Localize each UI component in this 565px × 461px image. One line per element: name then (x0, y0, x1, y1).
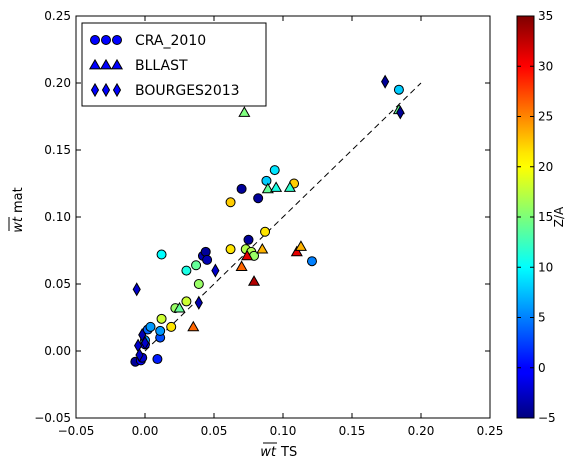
x-tick-label: 0.15 (339, 424, 366, 438)
legend-marker-bllast (88, 58, 102, 70)
y-axis-label-text: mat (11, 187, 26, 213)
data-point-bllast (173, 301, 186, 313)
data-point-cra-2010 (306, 256, 317, 267)
data-point-bourges2013 (396, 105, 405, 120)
data-point-bllast (238, 106, 251, 117)
legend-marker-cra-2010 (101, 35, 111, 45)
data-points-layer (130, 74, 405, 367)
x-tick-label: −0.05 (58, 424, 95, 438)
data-point-bourges2013 (381, 74, 390, 89)
legend-marker-bllast (110, 58, 124, 70)
data-point-cra-2010 (236, 183, 247, 194)
data-point-cra-2010 (152, 354, 163, 365)
colorbar-tick-label: 20 (538, 160, 553, 174)
data-point-bllast (283, 181, 296, 192)
reference-line-layer (144, 82, 422, 352)
data-point-cra-2010 (181, 296, 192, 307)
y-tick-label: −0.05 (34, 411, 71, 425)
legend-label-bllast: BLLAST (135, 58, 188, 74)
y-axis-ticks: −0.05 0.00 0.05 0.10 0.15 0.20 0.25 (34, 9, 490, 425)
x-tick-label: 0.05 (201, 424, 228, 438)
data-point-cra-2010 (225, 244, 236, 255)
legend-marker-bllast (99, 58, 113, 70)
data-point-cra-2010 (261, 175, 272, 186)
y-axis-label: wt mat (8, 187, 26, 233)
data-point-bllast (241, 249, 254, 261)
data-point-cra-2010 (243, 234, 254, 245)
colorbar-ticks: −5 0 5 10 15 20 25 30 35 (517, 9, 556, 425)
data-point-bllast (256, 242, 269, 254)
data-point-cra-2010 (253, 193, 264, 204)
data-point-cra-2010 (202, 254, 213, 265)
colorbar-tick-label: 15 (538, 210, 553, 224)
x-tick-label: 0.25 (477, 424, 504, 438)
legend-label-cra-2010: CRA_2010 (135, 33, 206, 49)
y-tick-label: 0.25 (44, 9, 71, 23)
data-point-bourges2013 (194, 295, 203, 310)
y-tick-label: 0.20 (44, 76, 71, 90)
x-axis-label-math: wt (260, 445, 277, 460)
x-tick-label: 0.20 (408, 424, 435, 438)
x-tick-label: 0.10 (270, 424, 297, 438)
data-point-bourges2013 (140, 335, 150, 351)
x-axis-ticks: −0.05 0.00 0.05 0.10 0.15 0.20 0.25 (58, 16, 504, 438)
legend-marker-cra-2010 (112, 35, 122, 45)
data-point-cra-2010 (181, 265, 192, 276)
reference-line (144, 82, 422, 352)
colorbar: −5 0 5 10 15 20 25 30 35 Z/A (516, 9, 565, 425)
data-point-bourges2013 (132, 282, 141, 297)
data-point-bllast (290, 245, 303, 257)
y-tick-label: 0.10 (44, 210, 71, 224)
data-point-bllast (261, 182, 274, 194)
y-tick-label: 0.00 (44, 344, 71, 358)
legend-marker-bourges2013 (112, 82, 122, 98)
legend-box (81, 22, 267, 107)
x-axis-label: wt TS (260, 442, 297, 460)
x-tick-label: 0.00 (132, 424, 159, 438)
colorbar-tick-label: 5 (538, 311, 546, 325)
data-point-cra-2010 (156, 313, 167, 324)
legend-entries: CRA_2010 BLLAST BOURGES2013 (88, 33, 240, 99)
colorbar-label: Z/A (552, 206, 565, 227)
data-point-cra-2010 (225, 197, 236, 208)
colorbar-tick-label: 10 (538, 260, 553, 274)
legend: CRA_2010 BLLAST BOURGES2013 (81, 22, 267, 107)
legend-marker-bourges2013 (101, 82, 111, 98)
legend-marker-bourges2013 (90, 82, 100, 98)
data-point-cra-2010 (145, 321, 156, 332)
colorbar-tick-label: 35 (538, 9, 553, 23)
data-point-bllast (294, 240, 307, 251)
data-point-bllast (270, 181, 283, 192)
data-point-cra-2010 (269, 165, 280, 176)
colorbar-tick-label: 30 (538, 59, 553, 73)
y-tick-label: 0.05 (44, 277, 71, 291)
data-point-cra-2010 (393, 84, 404, 95)
y-axis-label-math: wt (11, 216, 26, 233)
data-point-bourges2013 (211, 263, 220, 278)
data-point-cra-2010 (191, 260, 202, 271)
colorbar-tick-label: −5 (538, 411, 556, 425)
data-point-bllast (235, 260, 248, 271)
legend-label-bourges2013: BOURGES2013 (135, 83, 240, 99)
y-tick-label: 0.15 (44, 143, 71, 157)
colorbar-tick-label: 25 (538, 110, 553, 124)
data-point-bllast (247, 275, 261, 286)
data-point-cra-2010 (260, 226, 271, 237)
data-point-cra-2010 (200, 246, 211, 257)
data-point-cra-2010 (193, 279, 204, 289)
data-point-cra-2010 (155, 325, 166, 336)
data-point-cra-2010 (166, 321, 177, 332)
x-axis-label-text: TS (280, 445, 297, 460)
colorbar-tick-label: 0 (538, 361, 546, 375)
data-point-cra-2010 (156, 249, 167, 260)
legend-marker-cra-2010 (90, 35, 100, 45)
data-point-bllast (187, 320, 200, 332)
data-point-bourges2013 (135, 347, 144, 363)
